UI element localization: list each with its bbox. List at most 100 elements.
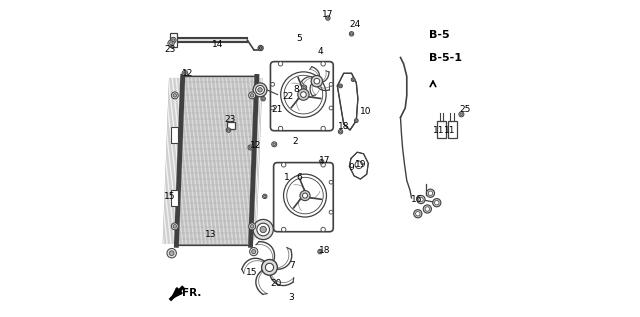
FancyBboxPatch shape [274, 163, 333, 232]
Circle shape [340, 85, 342, 87]
Text: B-5: B-5 [429, 30, 449, 40]
Circle shape [264, 195, 266, 197]
Circle shape [339, 131, 342, 133]
Text: 8: 8 [294, 85, 300, 94]
Polygon shape [171, 288, 182, 299]
Circle shape [355, 161, 363, 169]
Circle shape [255, 86, 264, 94]
Text: 4: 4 [317, 47, 323, 56]
Circle shape [282, 163, 286, 167]
Text: 17: 17 [319, 156, 330, 165]
Circle shape [413, 210, 422, 218]
Circle shape [351, 78, 355, 81]
Circle shape [262, 260, 277, 275]
Circle shape [172, 92, 179, 99]
Circle shape [419, 197, 423, 202]
Circle shape [253, 219, 273, 240]
Circle shape [423, 205, 431, 213]
Circle shape [326, 16, 330, 20]
Circle shape [329, 106, 333, 110]
Circle shape [435, 200, 439, 205]
Circle shape [417, 195, 425, 204]
Text: 25: 25 [460, 105, 471, 114]
Circle shape [318, 249, 322, 254]
Text: 16: 16 [410, 195, 422, 204]
Circle shape [355, 119, 358, 122]
Text: 21: 21 [272, 105, 283, 114]
Circle shape [258, 87, 262, 92]
Text: 15: 15 [246, 268, 258, 277]
Text: 17: 17 [322, 10, 333, 19]
Circle shape [250, 248, 258, 256]
Circle shape [303, 86, 305, 89]
Circle shape [184, 72, 186, 75]
Bar [448, 121, 457, 138]
Text: 14: 14 [212, 40, 223, 49]
Circle shape [300, 191, 310, 201]
Circle shape [250, 225, 254, 228]
Text: 9: 9 [349, 164, 355, 172]
Text: 5: 5 [296, 34, 302, 43]
Circle shape [249, 92, 255, 99]
Bar [227, 122, 235, 128]
Circle shape [258, 46, 263, 50]
Text: 18: 18 [319, 246, 330, 255]
Circle shape [287, 177, 323, 214]
Circle shape [271, 82, 275, 86]
Text: 23: 23 [164, 45, 176, 54]
Circle shape [238, 236, 301, 299]
Circle shape [426, 189, 435, 197]
Circle shape [278, 61, 283, 66]
Text: FR.: FR. [182, 288, 202, 298]
Circle shape [327, 17, 329, 19]
FancyBboxPatch shape [271, 61, 333, 131]
Circle shape [260, 226, 266, 233]
Circle shape [262, 98, 264, 100]
Circle shape [284, 174, 326, 217]
Bar [170, 33, 177, 47]
Circle shape [301, 85, 307, 90]
Text: 11: 11 [444, 126, 455, 135]
Circle shape [250, 94, 254, 97]
Text: B-5-1: B-5-1 [429, 53, 462, 62]
Text: 20: 20 [270, 279, 282, 288]
Text: 3: 3 [289, 293, 294, 302]
Circle shape [173, 94, 177, 97]
Text: 6: 6 [296, 173, 302, 182]
Circle shape [278, 126, 283, 131]
Circle shape [272, 142, 276, 147]
Circle shape [252, 249, 256, 254]
Text: 10: 10 [360, 107, 371, 116]
Circle shape [261, 96, 266, 101]
Bar [171, 127, 178, 143]
Circle shape [321, 126, 325, 131]
Circle shape [352, 79, 354, 81]
Circle shape [321, 227, 325, 232]
Circle shape [167, 249, 177, 258]
Text: 2: 2 [292, 137, 298, 146]
Circle shape [329, 82, 333, 86]
Circle shape [339, 129, 343, 134]
Circle shape [262, 194, 267, 198]
Circle shape [349, 32, 354, 36]
Bar [171, 190, 178, 206]
Circle shape [281, 72, 326, 117]
Text: 23: 23 [225, 114, 236, 124]
Circle shape [282, 227, 286, 232]
Circle shape [301, 92, 307, 97]
Circle shape [311, 75, 323, 87]
Polygon shape [349, 152, 368, 179]
Circle shape [182, 70, 188, 76]
Circle shape [284, 75, 323, 114]
Circle shape [319, 159, 324, 164]
Circle shape [415, 211, 420, 216]
Text: 18: 18 [338, 122, 349, 132]
Circle shape [250, 146, 252, 149]
Text: 19: 19 [355, 160, 367, 169]
Circle shape [355, 120, 357, 122]
Circle shape [298, 89, 309, 100]
Circle shape [172, 39, 175, 42]
Circle shape [172, 223, 179, 230]
Circle shape [321, 163, 325, 167]
Text: 1: 1 [284, 173, 290, 182]
